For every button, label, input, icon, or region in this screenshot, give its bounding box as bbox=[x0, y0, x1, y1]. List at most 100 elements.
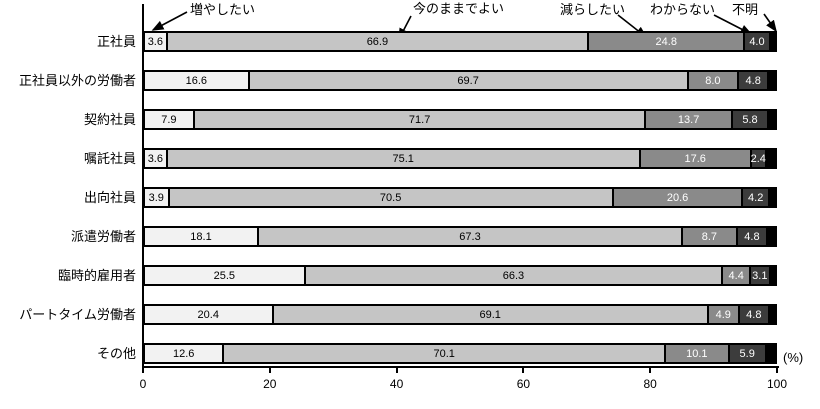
bar-segment: 25.5 bbox=[145, 267, 306, 284]
bar-segment: 17.6 bbox=[640, 150, 752, 167]
bar-row: 12.6 70.1 10.1 5.9 bbox=[143, 343, 777, 364]
value-label: 4.8 bbox=[746, 308, 762, 321]
value-label: 70.1 bbox=[433, 347, 455, 360]
bar-row: 16.6 69.7 8.0 4.8 bbox=[143, 70, 777, 91]
value-label: 69.7 bbox=[457, 74, 479, 87]
bar-row: 20.4 69.1 4.9 4.8 bbox=[143, 304, 777, 325]
bar-segment: 8.7 bbox=[683, 228, 738, 245]
bar-row: 18.1 67.3 8.7 4.8 bbox=[143, 226, 777, 247]
x-axis-tick-label: 20 bbox=[263, 377, 277, 391]
x-axis-line bbox=[142, 366, 779, 368]
value-label: 8.0 bbox=[705, 74, 721, 87]
category-label: パートタイム労働者 bbox=[19, 307, 136, 322]
bar-segment: 13.7 bbox=[646, 111, 733, 128]
bar-segment: 4.8 bbox=[739, 306, 770, 323]
value-label: 5.8 bbox=[742, 113, 758, 126]
x-axis-tick bbox=[776, 368, 778, 373]
bar-row: 7.9 71.7 13.7 5.8 bbox=[143, 109, 777, 130]
category-label: 派遣労働者 bbox=[70, 229, 136, 244]
value-label: 69.1 bbox=[479, 308, 501, 321]
callout-arrow bbox=[763, 13, 777, 33]
legend-callout-label: 増やしたい bbox=[190, 2, 256, 17]
value-label: 66.9 bbox=[366, 35, 389, 48]
bar-segment: 10.1 bbox=[666, 345, 730, 362]
bar-segment: 4.9 bbox=[708, 306, 740, 323]
value-label: 67.3 bbox=[459, 230, 481, 243]
value-label: 2.4 bbox=[750, 152, 766, 165]
bar-segment: 71.7 bbox=[194, 111, 647, 128]
value-label: 7.9 bbox=[161, 113, 177, 126]
bar-segment: 12.6 bbox=[145, 345, 225, 362]
value-label: 5.9 bbox=[739, 347, 755, 360]
value-label: 10.1 bbox=[686, 347, 708, 360]
bar-segment: 3.6 bbox=[145, 150, 168, 167]
bar-segment: 69.1 bbox=[273, 306, 709, 323]
category-label: 嘱託社員 bbox=[83, 151, 136, 166]
x-axis-tick-label: 40 bbox=[389, 377, 404, 391]
bar-segment: 20.6 bbox=[613, 189, 744, 206]
value-label: 4.8 bbox=[744, 230, 760, 243]
value-label: 17.6 bbox=[684, 152, 706, 165]
bar-segment: 4.0 bbox=[745, 33, 771, 50]
axis-unit-label: (%) bbox=[783, 350, 804, 365]
value-label: 4.0 bbox=[749, 35, 765, 48]
bar-segment: 4.8 bbox=[737, 228, 769, 245]
category-label: 正社員以外の労働者 bbox=[18, 73, 136, 88]
bar-segment: 2.4 bbox=[750, 150, 767, 167]
callout-arrow bbox=[151, 11, 188, 31]
value-label: 20.6 bbox=[666, 191, 689, 204]
bar-segment: 18.1 bbox=[145, 228, 260, 245]
category-label: 契約社員 bbox=[83, 112, 136, 127]
category-label: 出向社員 bbox=[83, 190, 136, 205]
x-axis-tick-label: 80 bbox=[643, 377, 657, 391]
bar-segment: 3.9 bbox=[145, 189, 170, 206]
bar-segment: 4.8 bbox=[739, 72, 770, 89]
category-label: 臨時的雇用者 bbox=[57, 268, 136, 283]
bar-segment: 70.1 bbox=[224, 345, 666, 362]
x-axis-tick bbox=[395, 368, 398, 373]
value-label: 4.8 bbox=[745, 74, 761, 87]
bar-segment: 67.3 bbox=[259, 228, 683, 245]
value-label: 3.6 bbox=[147, 35, 163, 48]
bar-segment: 16.6 bbox=[145, 72, 250, 89]
value-label: 25.5 bbox=[213, 269, 236, 282]
bar-segment: 75.1 bbox=[167, 150, 641, 167]
value-label: 18.1 bbox=[190, 230, 212, 243]
legend-callout-label: 不明 bbox=[732, 2, 759, 17]
value-label: 75.1 bbox=[392, 152, 414, 165]
x-axis-tick-label: 60 bbox=[516, 377, 531, 391]
bar-segment: 3.6 bbox=[145, 33, 168, 50]
x-axis-tick bbox=[142, 368, 144, 373]
value-label: 16.6 bbox=[185, 74, 207, 87]
value-label: 4.9 bbox=[715, 308, 731, 321]
value-label: 4.4 bbox=[728, 269, 744, 282]
value-label: 3.1 bbox=[752, 269, 768, 282]
bar-segment: 5.9 bbox=[729, 345, 767, 362]
x-axis-tick-label: 0 bbox=[139, 377, 147, 391]
bar-segment: 4.2 bbox=[743, 189, 770, 206]
bar-segment: 66.3 bbox=[305, 267, 724, 284]
bar-segment: 69.7 bbox=[249, 72, 689, 89]
bar-segment: 66.9 bbox=[167, 33, 590, 50]
bar-segment: 7.9 bbox=[145, 111, 195, 128]
value-label: 3.6 bbox=[147, 152, 163, 165]
value-label: 66.3 bbox=[502, 269, 525, 282]
value-label: 71.7 bbox=[408, 113, 431, 126]
y-axis-line bbox=[142, 4, 144, 368]
category-label: 正社員 bbox=[96, 34, 136, 49]
value-label: 4.2 bbox=[748, 191, 764, 204]
bar-segment: 5.8 bbox=[732, 111, 770, 128]
legend-callout-label: 今のままでよい bbox=[413, 1, 505, 16]
value-label: 12.6 bbox=[172, 347, 195, 360]
bar-segment: 20.4 bbox=[145, 306, 274, 323]
bar-row: 3.6 75.1 17.6 2.4 bbox=[143, 148, 777, 169]
x-axis-tick-label: 100 bbox=[766, 377, 788, 391]
legend-callout-label: 減らしたい bbox=[560, 2, 626, 17]
x-axis-tick bbox=[649, 368, 652, 373]
value-label: 24.8 bbox=[655, 35, 677, 48]
x-axis-tick bbox=[522, 368, 525, 373]
value-label: 8.7 bbox=[701, 230, 718, 243]
legend-callout-label: わからない bbox=[650, 2, 716, 17]
bar-row: 25.5 66.3 4.4 3.1 bbox=[143, 265, 777, 286]
